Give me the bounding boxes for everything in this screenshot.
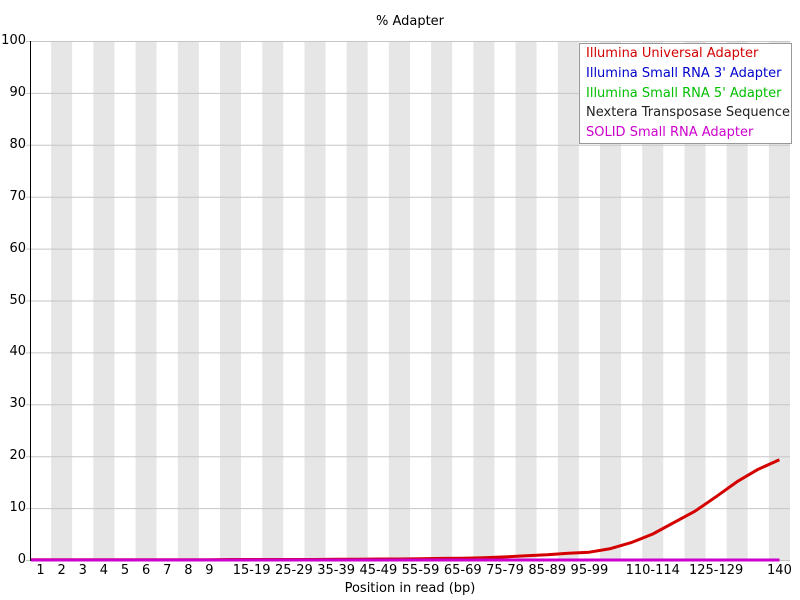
y-tick-label: 0 [17, 552, 26, 567]
x-tick-label: 6 [141, 563, 151, 578]
legend-item-illumina-small-rna-5-adapter: Illumina Small RNA 5' Adapter [586, 85, 782, 101]
x-tick-label: 15-19 [232, 563, 271, 578]
legend-item-solid-small-rna-adapter: SOLID Small RNA Adapter [586, 125, 754, 141]
x-tick-label: 85-89 [528, 563, 567, 578]
x-tick-label: 140 [767, 563, 792, 578]
x-tick-label: 55-59 [401, 563, 440, 578]
chart-title: % Adapter [375, 14, 445, 29]
y-tick-label: 90 [9, 84, 26, 100]
x-tick-label: 2 [57, 563, 66, 578]
x-tick-label: 7 [163, 563, 172, 578]
legend-item-illumina-small-rna-3-adapter: Illumina Small RNA 3' Adapter [586, 65, 782, 81]
x-tick-label: 3 [78, 563, 87, 578]
x-tick-label: 5 [120, 563, 130, 578]
x-tick-label: 75-79 [486, 563, 524, 578]
x-tick-label: 110-114 [625, 563, 680, 578]
y-tick-label: 60 [9, 240, 26, 256]
legend-item-nextera-transposase-sequence: Nextera Transposase Sequence [586, 105, 791, 121]
y-tick-label: 100 [1, 33, 26, 48]
x-tick-label: 45-49 [359, 563, 398, 578]
x-tick-label: 25-29 [274, 563, 313, 578]
x-tick-label: 65-69 [443, 563, 482, 578]
x-tick-label: 8 [184, 563, 193, 578]
x-tick-label: 125-129 [688, 563, 744, 578]
x-tick-label: 1 [36, 563, 45, 578]
x-tick-label: 9 [205, 563, 214, 578]
x-tick-label: 35-39 [317, 563, 355, 578]
y-tick-label: 10 [9, 500, 26, 516]
y-tick-label: 20 [9, 448, 26, 464]
legend: Illumina Universal Adapter Illumina Small… [579, 43, 792, 144]
y-tick-label: 40 [9, 344, 26, 360]
y-tick-label: 80 [9, 136, 26, 152]
y-tick-label: 70 [9, 188, 26, 204]
y-tick-label: 50 [9, 292, 26, 308]
x-tick-label: 4 [99, 563, 109, 578]
legend-item-illumina-universal-adapter: Illumina Universal Adapter [586, 46, 759, 61]
x-tick-label: 95-99 [570, 563, 609, 578]
x-axis-title: Position in read (bp) [344, 581, 476, 596]
y-tick-label: 30 [9, 396, 26, 412]
